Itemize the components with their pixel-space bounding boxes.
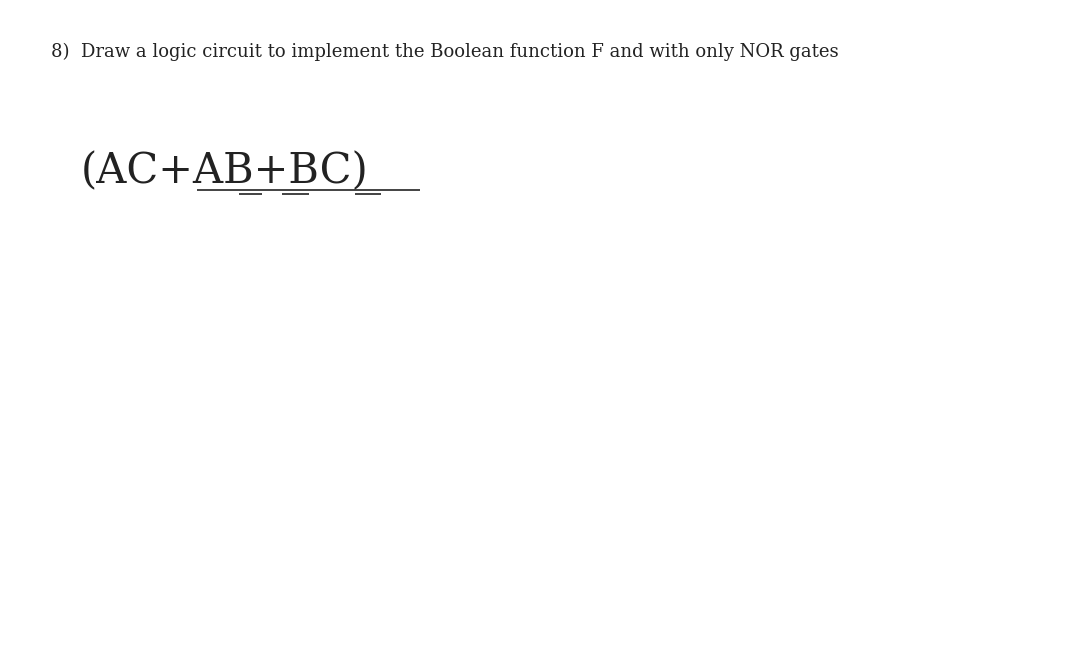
Text: (AC+AB+BC): (AC+AB+BC) — [81, 151, 368, 193]
Text: 8)  Draw a logic circuit to implement the Boolean function F and with only NOR g: 8) Draw a logic circuit to implement the… — [51, 43, 838, 61]
